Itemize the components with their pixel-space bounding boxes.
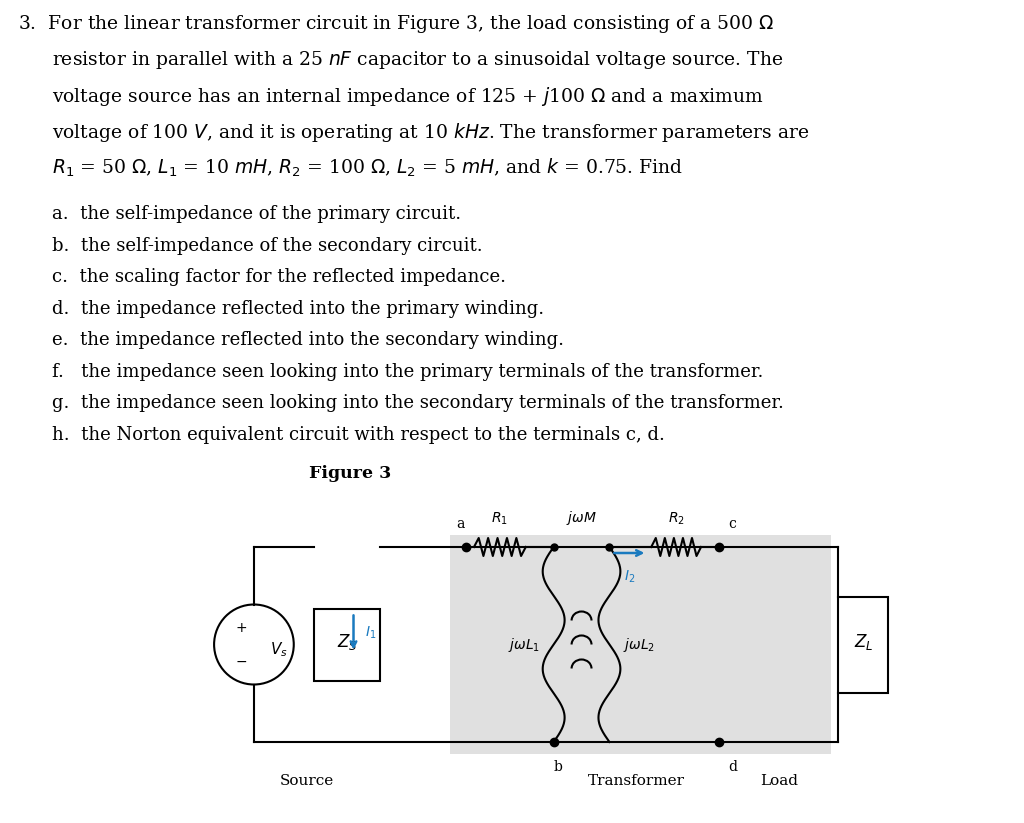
Text: h.  the Norton equivalent circuit with respect to the terminals c, d.: h. the Norton equivalent circuit with re… [52, 425, 665, 444]
Text: f.   the impedance seen looking into the primary terminals of the transformer.: f. the impedance seen looking into the p… [52, 362, 763, 380]
Text: $-$: $-$ [234, 653, 247, 667]
Text: Figure 3: Figure 3 [308, 465, 391, 482]
Text: a: a [456, 517, 464, 531]
Text: $Z_L$: $Z_L$ [854, 631, 873, 652]
Text: d: d [728, 760, 737, 774]
FancyBboxPatch shape [839, 597, 888, 692]
Text: Transformer: Transformer [588, 774, 685, 788]
Text: e.  the impedance reflected into the secondary winding.: e. the impedance reflected into the seco… [52, 331, 564, 349]
Text: b.  the self-impedance of the secondary circuit.: b. the self-impedance of the secondary c… [52, 236, 482, 254]
Text: voltage of 100 $V$, and it is operating at 10 $kHz$. The transformer parameters : voltage of 100 $V$, and it is operating … [52, 121, 809, 144]
Text: +: + [236, 621, 247, 635]
Text: $R_1$ = 50 $\Omega$, $L_1$ = 10 $mH$, $R_2$ = 100 $\Omega$, $L_2$ = 5 $mH$, and : $R_1$ = 50 $\Omega$, $L_1$ = 10 $mH$, $R… [52, 157, 683, 179]
Text: resistor in parallel with a 25 $nF$ capacitor to a sinusoidal voltage source. Th: resistor in parallel with a 25 $nF$ capa… [52, 49, 783, 71]
FancyBboxPatch shape [451, 535, 831, 754]
Text: $Z_S$: $Z_S$ [337, 631, 357, 652]
Text: d.  the impedance reflected into the primary winding.: d. the impedance reflected into the prim… [52, 300, 544, 318]
Text: $j\omega M$: $j\omega M$ [566, 509, 597, 527]
Text: Load: Load [760, 774, 798, 788]
Text: $j\omega L_1$: $j\omega L_1$ [508, 635, 540, 653]
Text: $V_s$: $V_s$ [270, 640, 288, 659]
Text: c: c [728, 517, 736, 531]
Text: $I_1$: $I_1$ [366, 625, 377, 640]
Text: $j\omega L_2$: $j\omega L_2$ [624, 635, 655, 653]
Text: c.  the scaling factor for the reflected impedance.: c. the scaling factor for the reflected … [52, 268, 506, 286]
Text: g.  the impedance seen looking into the secondary terminals of the transformer.: g. the impedance seen looking into the s… [52, 394, 783, 412]
Text: Source: Source [281, 774, 334, 788]
Text: a.  the self-impedance of the primary circuit.: a. the self-impedance of the primary cir… [52, 205, 461, 223]
Text: voltage source has an internal impedance of 125 + $j$100 $\Omega$ and a maximum: voltage source has an internal impedance… [52, 85, 763, 108]
FancyBboxPatch shape [313, 608, 380, 681]
Text: $R_2$: $R_2$ [668, 510, 685, 527]
Text: b: b [553, 760, 562, 774]
Text: $R_1$: $R_1$ [492, 510, 508, 527]
Text: 3.  For the linear transformer circuit in Figure 3, the load consisting of a 500: 3. For the linear transformer circuit in… [18, 13, 774, 35]
Text: $I_2$: $I_2$ [624, 569, 635, 585]
